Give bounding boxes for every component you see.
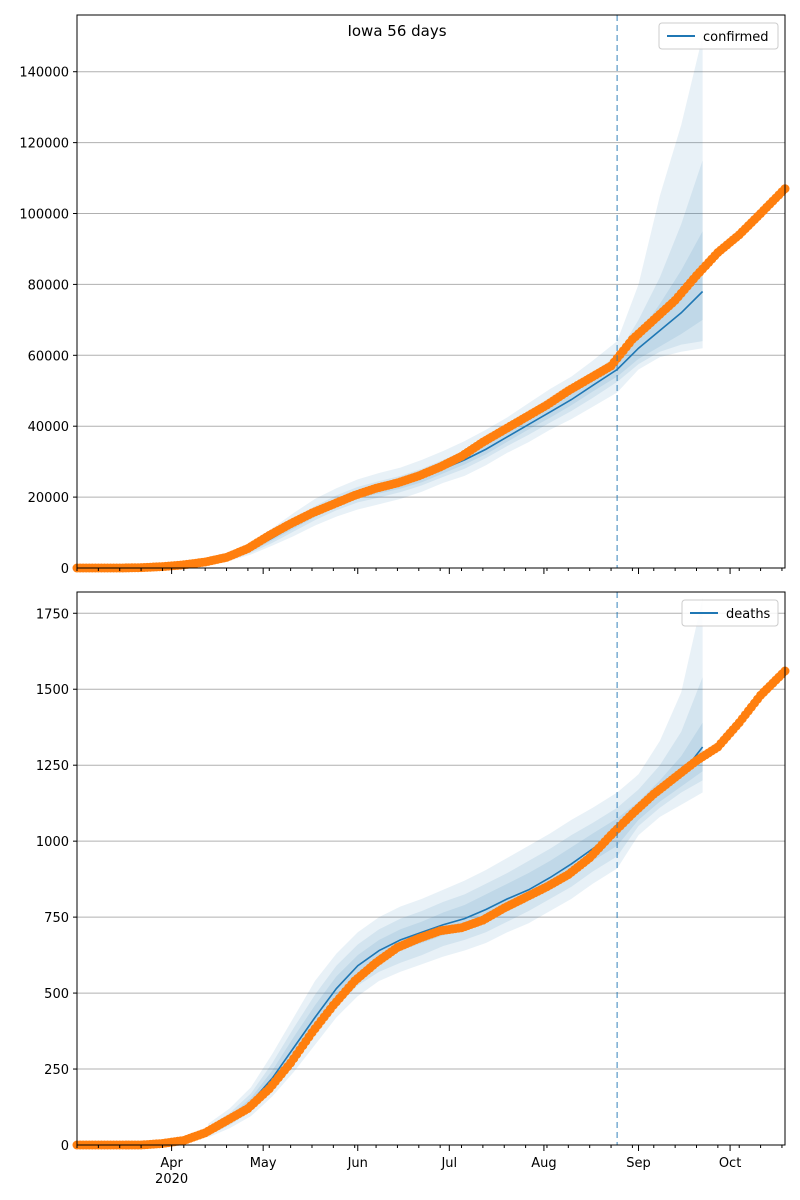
x-tick-label: Aug [531,1156,556,1171]
y-tick-label: 40000 [28,420,69,435]
y-tick-label: 1000 [36,835,69,850]
x-tick-label: Apr [160,1156,183,1171]
legend-box [658,22,779,50]
legend-label: confirmed [703,30,769,45]
confirmed-panel: 0 20000 40000 60000 80000 100000 120000 140000 c… [19,14,790,577]
x-tick-label: Jul [440,1156,457,1171]
uncertainty-band [208,677,703,1136]
y-tick-label: 500 [44,987,69,1002]
x-tick-label: Jun [347,1156,368,1171]
x-tick-label: Sep [626,1156,651,1171]
y-tick-label: 60000 [28,349,69,364]
uncertainty-band [208,231,703,564]
axes-frame [76,591,786,1146]
x-tick-label: May [250,1156,277,1171]
y-tick-label: 1250 [36,759,69,774]
y-tick-label: 20000 [28,491,69,506]
y-tick-label: 1500 [36,683,69,698]
y-tick-label: 0 [61,562,69,577]
y-tick-label: 140000 [19,66,69,81]
chart-title: Iowa 56 days [347,22,446,40]
y-tick-label: 100000 [19,208,69,223]
y-tick-label: 250 [44,1063,69,1078]
x-tick-label: 2020 [155,1172,188,1187]
axes-frame [76,14,786,569]
y-tick-label: 0 [61,1139,69,1154]
legend-box [681,599,779,627]
y-tick-label: 1750 [36,607,69,622]
legend-label: deaths [726,607,771,622]
x-tick-label: Oct [719,1156,741,1171]
uncertainty-band [208,36,703,566]
y-tick-label: 80000 [28,278,69,293]
y-tick-label: 120000 [19,137,69,152]
y-tick-label: 750 [44,911,69,926]
